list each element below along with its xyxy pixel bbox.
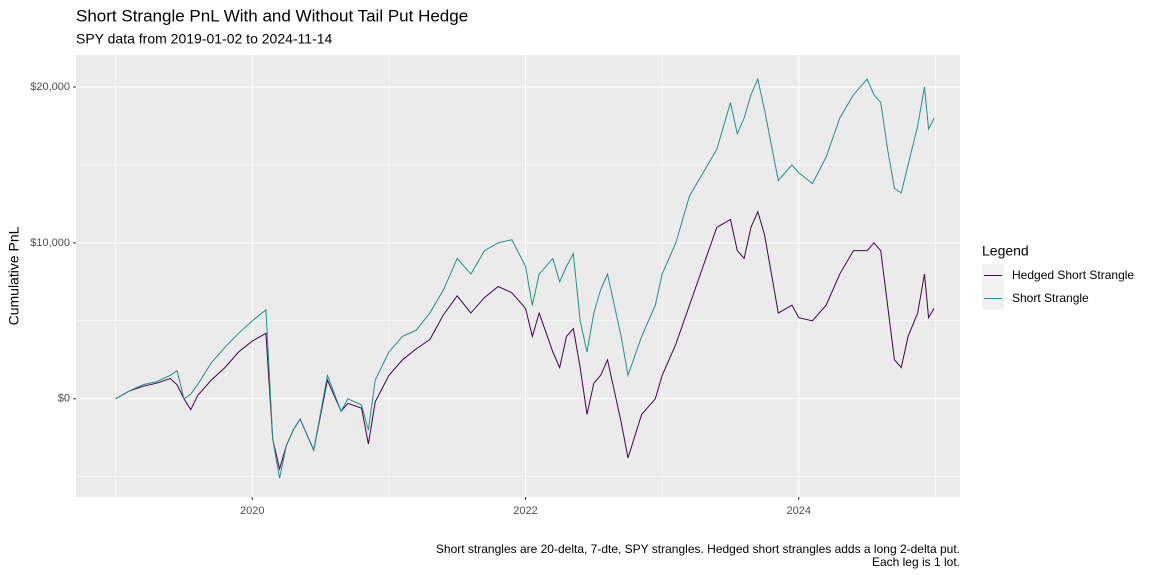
y-tick-label: $10,000 <box>30 237 70 249</box>
lines <box>115 77 935 479</box>
legend-label: Short Strangle <box>1012 291 1089 305</box>
chart-title: Short Strangle PnL With and Without Tail… <box>76 6 468 25</box>
caption: Short strangles are 20-delta, 7-dte, SPY… <box>436 542 960 556</box>
y-tick-label: $0 <box>58 393 70 405</box>
series-line <box>115 210 935 471</box>
series-line <box>115 77 935 479</box>
caption: Each leg is 1 lot. <box>872 555 960 569</box>
x-tick-label: 2020 <box>240 505 264 517</box>
y-tick-label: $20,000 <box>30 81 70 93</box>
x-tick-label: 2022 <box>513 505 537 517</box>
legend-title: Legend <box>982 243 1029 259</box>
chart-subtitle: SPY data from 2019-01-02 to 2024-11-14 <box>76 31 333 47</box>
legend-label: Hedged Short Strangle <box>1012 268 1134 282</box>
plot-panel <box>76 55 960 497</box>
y-axis-label: Cumulative PnL <box>6 226 22 325</box>
grid <box>76 55 960 497</box>
x-tick-label: 2024 <box>787 505 811 517</box>
